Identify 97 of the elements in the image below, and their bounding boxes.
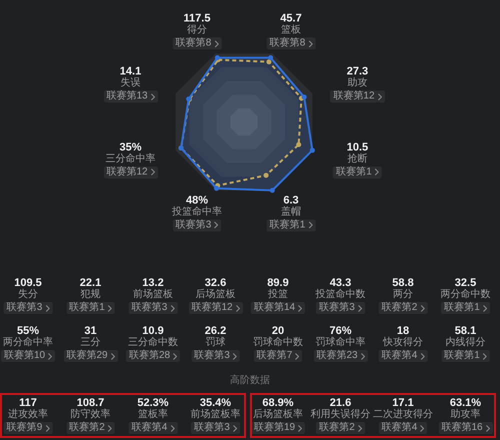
- text: 76%: [329, 325, 352, 337]
- badge: 联赛第16: [438, 422, 493, 434]
- text: 32.6: [204, 277, 226, 289]
- badge: 联赛第7: [254, 350, 302, 362]
- text: 10.9: [142, 325, 164, 337]
- text: 58.1: [454, 325, 476, 337]
- badge: 联赛第3: [172, 219, 222, 232]
- badge: 联赛第3: [191, 422, 240, 434]
- text: 35.4%: [200, 397, 232, 409]
- category-label: 进攻效率: [8, 409, 48, 421]
- text: 117: [19, 397, 37, 409]
- text: 58.8: [392, 277, 414, 289]
- category-label: 三分命中数: [128, 337, 178, 349]
- text: 63.1%: [450, 397, 482, 409]
- category-label: 防守效率: [70, 409, 110, 421]
- category-label: 罚球命中数: [253, 337, 303, 349]
- category-label: 失分: [18, 289, 38, 301]
- badge: 联赛第8: [172, 38, 222, 50]
- text: 52.3%: [137, 397, 169, 409]
- category-label: 二次进攻得分: [373, 409, 433, 421]
- badge: 联赛第4: [378, 422, 428, 434]
- category-label: 三分: [80, 337, 100, 349]
- badge: 联赛第12: [188, 302, 243, 314]
- text: 43.3: [330, 277, 352, 289]
- badge: 联赛第13: [103, 90, 158, 103]
- category-label: 罚球命中率: [316, 337, 366, 349]
- badge: 联赛第10: [0, 350, 56, 362]
- category-label: 快攻得分: [383, 337, 423, 349]
- badge: 联赛第8: [266, 38, 316, 50]
- badge: 联赛第23: [313, 350, 368, 362]
- badge: 联赛第4: [378, 350, 428, 362]
- text: 17.1: [392, 397, 414, 409]
- badge: 联赛第28: [126, 350, 180, 362]
- category-label: 犯规: [80, 289, 100, 301]
- badge: 联赛第3: [316, 302, 365, 314]
- text: 89.9: [267, 277, 289, 289]
- text: 13.2: [142, 277, 164, 289]
- badge: 联赛第12: [103, 166, 158, 178]
- spoke-label: 失误: [120, 78, 140, 90]
- badge: 联赛第1: [441, 302, 490, 314]
- category-label: 后场篮板: [196, 289, 236, 301]
- text: 10.5: [346, 141, 368, 154]
- text: 109.5: [14, 277, 42, 289]
- text: 31: [84, 325, 97, 337]
- spoke-label: 投篮命中率: [172, 206, 222, 218]
- category-label: 后场篮板率: [253, 409, 303, 421]
- badge: 联赛第9: [4, 422, 52, 434]
- text: 22.1: [80, 277, 102, 289]
- text: 45.7: [280, 12, 302, 25]
- badge: 联赛第4: [128, 422, 178, 434]
- text: 20: [272, 325, 284, 337]
- category-label: 前场篮板率: [190, 409, 240, 421]
- badge: 联赛第1: [66, 302, 115, 314]
- text: 27.3: [346, 66, 368, 78]
- badge: 联赛第12: [330, 90, 385, 103]
- spoke-label: 助攻: [347, 78, 368, 90]
- badge: 联赛第2: [316, 422, 365, 434]
- spoke-label: 抢断: [347, 153, 368, 166]
- badge: 联赛第3: [4, 302, 52, 314]
- category-label: 投篮命中数: [316, 289, 366, 301]
- badge: 联赛第1: [266, 219, 316, 232]
- badge: 联赛第14: [250, 302, 306, 314]
- badge: 联赛第2: [378, 302, 428, 314]
- category-label: 篮板率: [138, 409, 168, 421]
- text: 108.7: [76, 397, 104, 409]
- category-label: 两分: [393, 289, 413, 301]
- category-label: 两分命中率: [3, 337, 53, 349]
- category-label: 助攻率: [450, 409, 480, 421]
- badge: 联赛第1: [333, 166, 382, 178]
- text: 14.1: [120, 66, 142, 78]
- spoke-label: 篮板: [281, 24, 301, 37]
- category-label: 利用失误得分: [310, 409, 370, 421]
- badge: 联赛第3: [191, 350, 240, 362]
- text: 6.3: [283, 194, 299, 206]
- text: 55%: [16, 325, 40, 337]
- text: 高阶数据: [229, 375, 271, 387]
- text: 26.2: [204, 325, 226, 337]
- badge: 联赛第19: [250, 422, 306, 434]
- category-label: 两分命中数: [440, 289, 490, 301]
- text: 68.9%: [262, 397, 294, 409]
- category-label: 投篮: [268, 289, 288, 301]
- spoke-label: 盖帽: [281, 206, 301, 218]
- badge: 联赛第1: [441, 350, 490, 362]
- text: 35%: [119, 141, 142, 154]
- text: 117.5: [184, 12, 210, 25]
- badge: 联赛第3: [128, 302, 178, 314]
- category-label: 内线得分: [446, 337, 486, 349]
- text: 18: [396, 325, 410, 337]
- category-label: 罚球: [206, 337, 226, 349]
- spoke-label: 得分: [186, 24, 207, 37]
- text: 21.6: [330, 397, 352, 409]
- category-label: 前场篮板: [133, 289, 173, 301]
- badge: 联赛第2: [66, 422, 115, 434]
- spoke-label: 三分命中率: [106, 153, 156, 166]
- text: 32.5: [454, 277, 476, 289]
- text: 48%: [186, 194, 208, 206]
- badge: 联赛第29: [63, 350, 118, 362]
